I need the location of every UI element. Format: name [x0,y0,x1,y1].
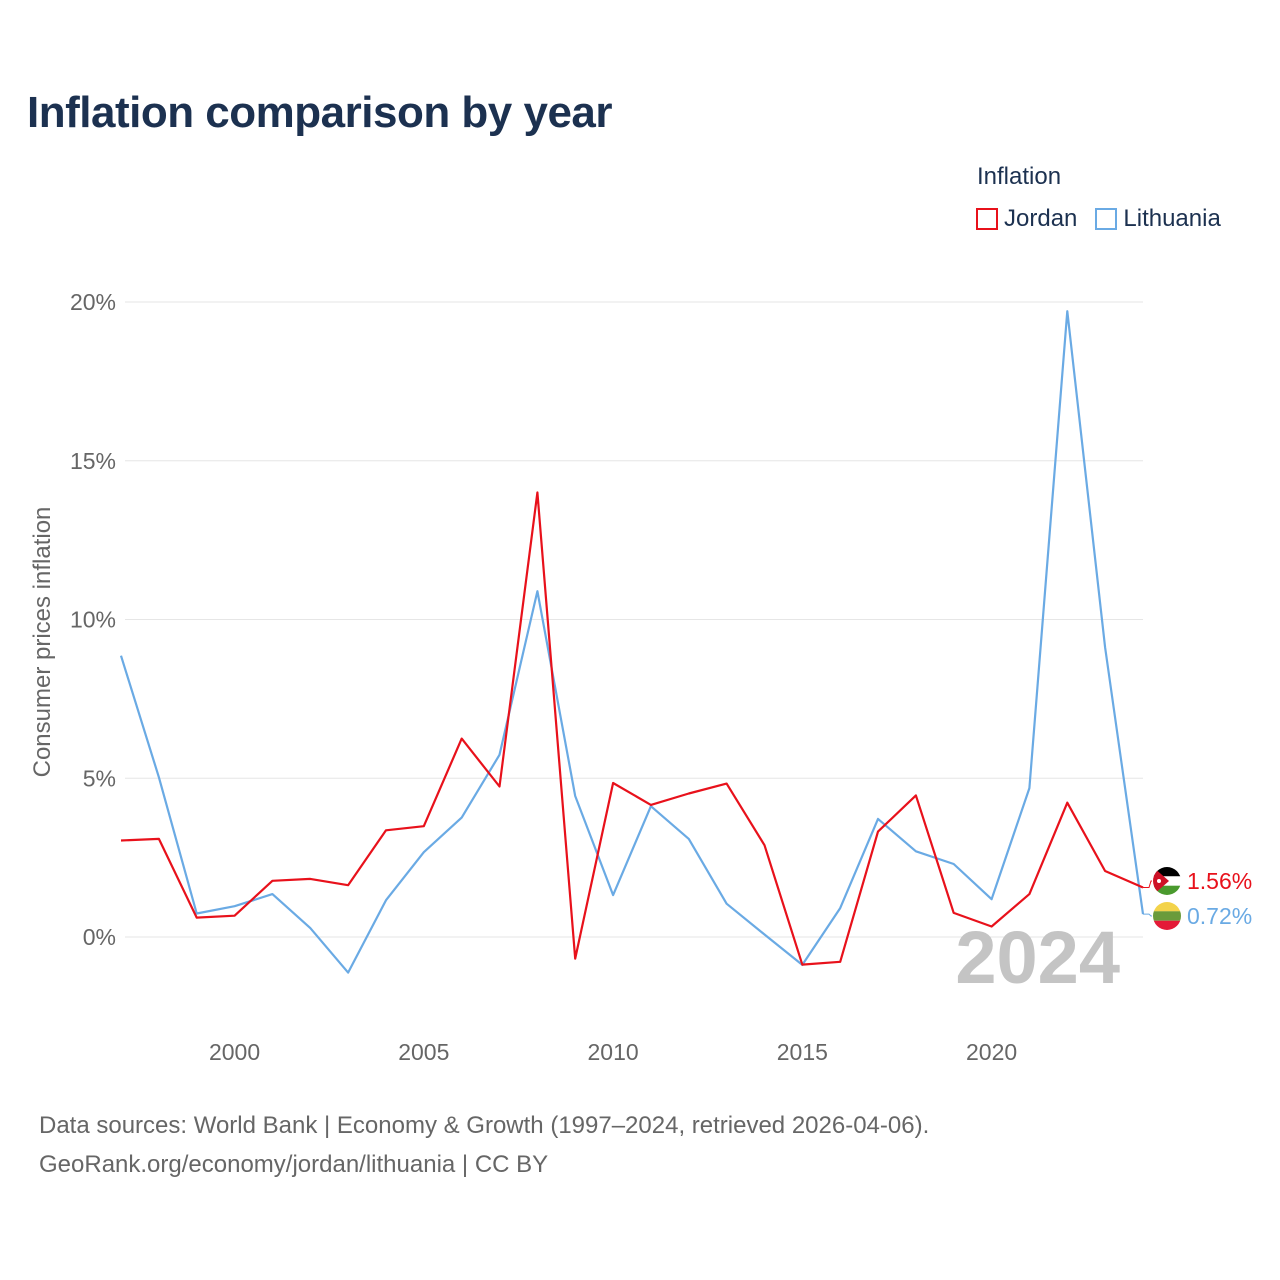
legend: Jordan Lithuania [976,205,1239,233]
x-tick-label: 2000 [209,1039,260,1065]
y-tick-label: 20% [70,289,116,315]
series-lines [119,310,1152,974]
end-label-jordan: 1.56% [1187,868,1252,894]
y-tick-label: 5% [83,765,116,791]
y-axis-label: Consumer prices inflation [29,507,56,778]
legend-swatch-lithuania [1095,208,1118,230]
x-tick-label: 2020 [966,1039,1017,1065]
footer-sources: Data sources: World Bank | Economy & Gro… [39,1112,930,1139]
footer: Data sources: World Bank | Economy & Gro… [39,1106,929,1184]
legend-item-jordan[interactable]: Jordan [976,205,1077,233]
x-tick-label: 2005 [398,1039,449,1065]
x-tick-label: 2015 [777,1039,828,1065]
y-tick-label: 15% [70,448,116,474]
y-axis-ticks: 0% 5% 10% 15% 20% [70,289,116,950]
series-line-jordan[interactable] [120,491,1144,966]
end-label-lithuania: 0.72% [1187,903,1252,929]
footer-link[interactable]: GeoRank.org/economy/jordan/lithuania | C… [39,1151,549,1178]
y-tick-label: 10% [70,607,116,633]
legend-title: Inflation [977,163,1062,190]
year-watermark: 2024 [955,916,1120,999]
lithuania-flag-icon [1153,902,1181,930]
chart-title: Inflation comparison by year [27,88,613,137]
legend-item-lithuania[interactable]: Lithuania [1095,205,1221,233]
legend-label-lithuania: Lithuania [1123,205,1221,232]
x-axis-ticks: 2000 2005 2010 2015 2020 [209,1039,1017,1065]
end-connector-lithuania [1143,913,1152,917]
end-markers: 1.56% 0.72% [1153,867,1252,930]
legend-label-jordan: Jordan [1004,205,1078,232]
end-connector-jordan [1143,880,1152,888]
x-tick-label: 2010 [587,1039,638,1065]
grid-lines [125,301,1143,938]
y-tick-label: 0% [83,924,116,950]
jordan-flag-icon [1153,867,1181,895]
legend-swatch-jordan [976,208,998,230]
series-line-lithuania[interactable] [119,310,1145,974]
